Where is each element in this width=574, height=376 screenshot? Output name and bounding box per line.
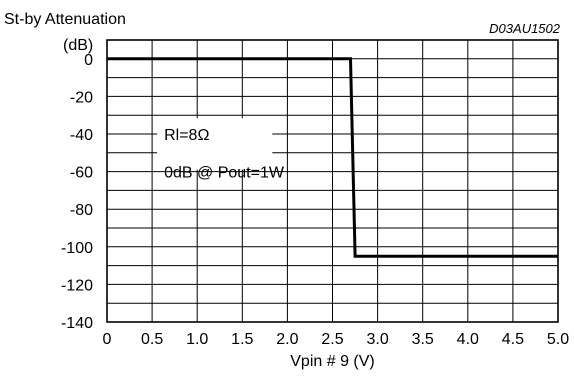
x-tick-label: 4.5 <box>502 331 524 348</box>
annotation-load: Rl=8Ω <box>164 127 209 144</box>
y-axis-unit: (dB) <box>63 37 93 54</box>
x-tick-label: 3.0 <box>366 331 388 348</box>
y-tick-label: -20 <box>70 89 93 106</box>
x-tick-label: 1.5 <box>231 331 253 348</box>
x-tick-label: 0 <box>103 331 112 348</box>
x-axis-label: Vpin # 9 (V) <box>290 353 374 370</box>
annotation-box <box>157 118 273 170</box>
attenuation-curve <box>107 57 558 258</box>
y-tick-label: 0 <box>84 52 93 69</box>
x-tick-label: 3.5 <box>412 331 434 348</box>
y-tick-label: -120 <box>61 277 93 294</box>
y-tick-label: -40 <box>70 127 93 144</box>
figure-code: D03AU1502 <box>489 21 561 36</box>
y-axis-label: St-by Attenuation <box>4 11 126 28</box>
x-tick-label: 5.0 <box>547 331 569 348</box>
x-tick-label: 2.0 <box>276 331 298 348</box>
y-tick-labels: 0 -20 -40 -60 -80 -100 -120 -140 <box>61 52 93 332</box>
x-tick-labels: 0 0.5 1.0 1.5 2.0 2.5 3.0 3.5 4.0 4.5 5.0 <box>103 331 570 348</box>
annotation-reference: 0dB @ Pout=1W <box>164 165 285 182</box>
y-tick-label: -140 <box>61 315 93 332</box>
plot-frame <box>106 39 559 323</box>
x-tick-label: 0.5 <box>141 331 163 348</box>
x-tick-label: 1.0 <box>186 331 208 348</box>
x-tick-label: 2.5 <box>321 331 343 348</box>
y-tick-label: -100 <box>61 240 93 257</box>
x-tick-label: 4.0 <box>457 331 479 348</box>
y-tick-label: -60 <box>70 165 93 182</box>
y-tick-label: -80 <box>70 202 93 219</box>
